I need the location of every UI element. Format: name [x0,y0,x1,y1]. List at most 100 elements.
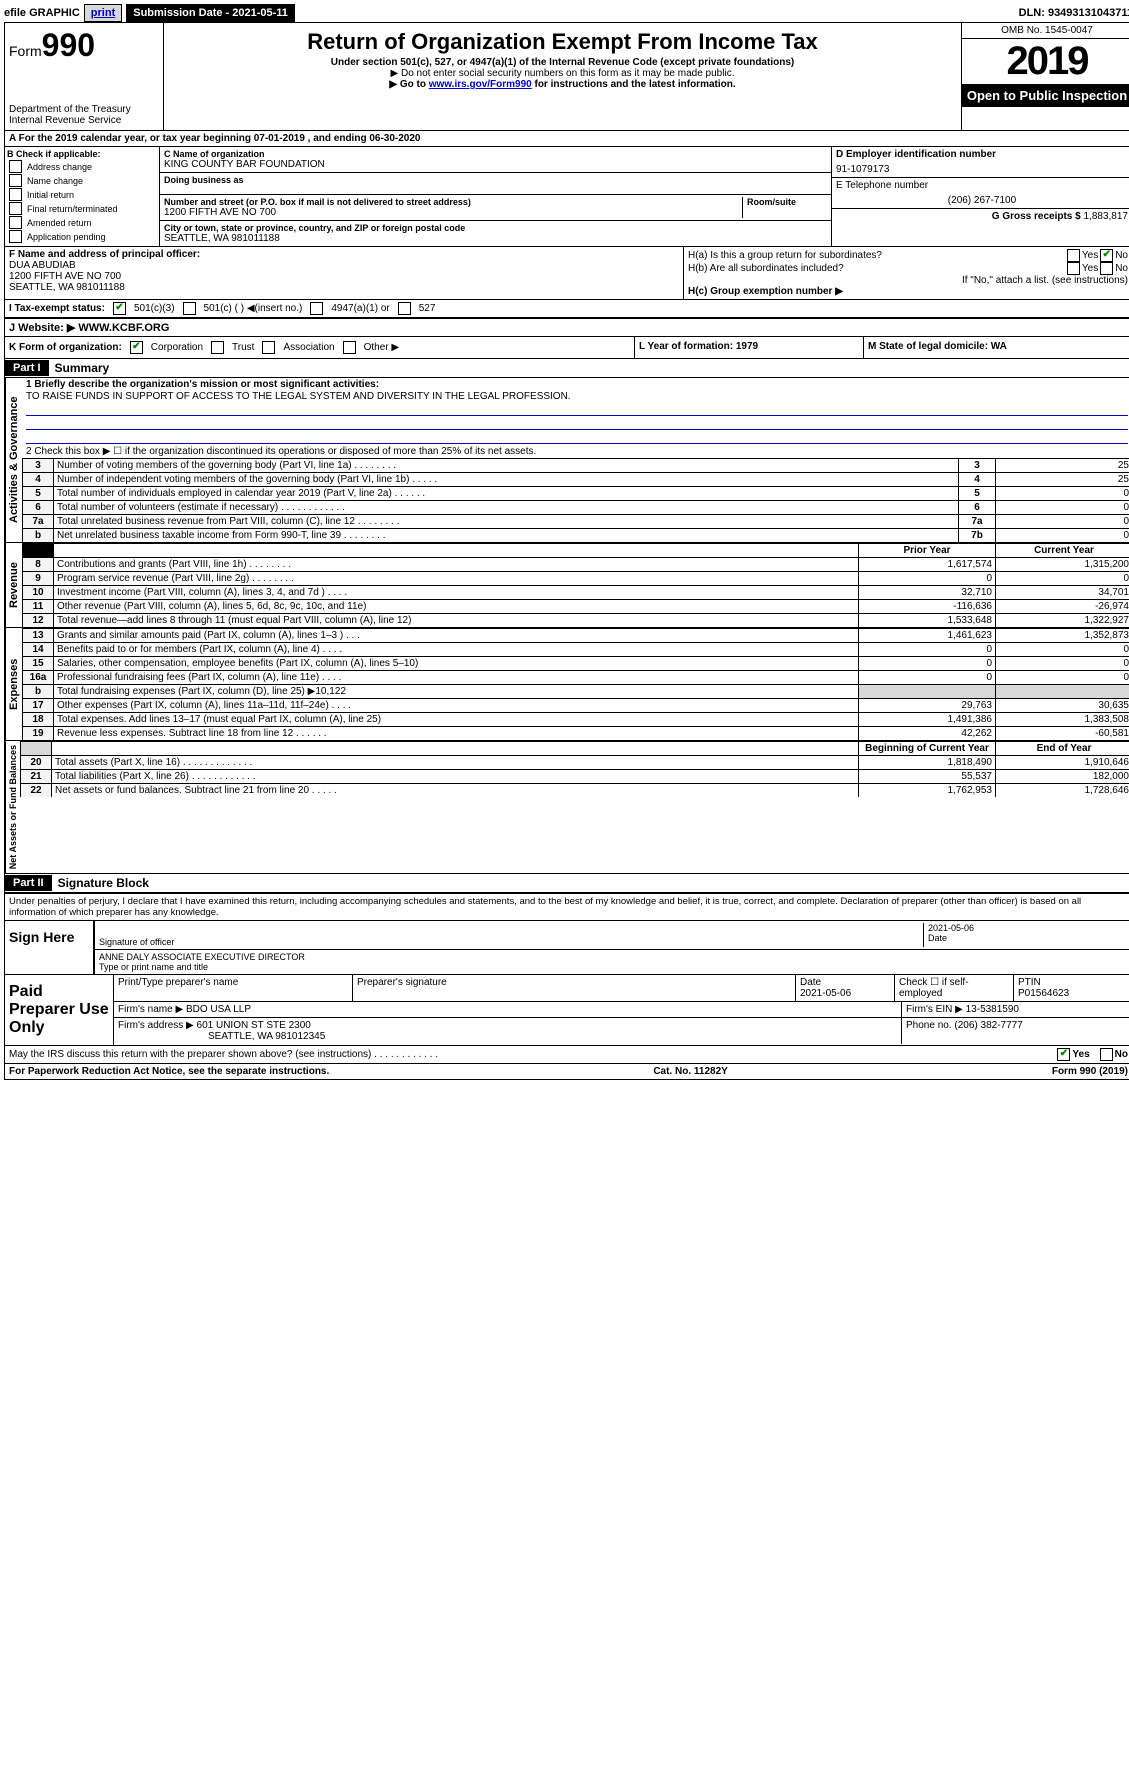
dept-treasury: Department of the Treasury [9,104,159,115]
form-label: Form990 [9,27,159,64]
officer-name: DUA ABUDIAB [9,260,679,271]
year-formation: L Year of formation: 1979 [634,337,863,358]
corp-check[interactable]: ✔ [130,341,143,354]
dba-label: Doing business as [164,175,827,185]
4947-check[interactable] [310,302,323,315]
sidetab-expenses: Expenses [5,628,22,740]
hb-no[interactable] [1100,262,1113,275]
corp-label: Corporation [151,342,203,353]
website-url[interactable]: WWW.KCBF.ORG [78,322,169,334]
f-label: F Name and address of principal officer: [9,249,679,260]
hb-label: H(b) Are all subordinates included? [688,263,1065,274]
irs-label: Internal Revenue Service [9,115,159,126]
form-title: Return of Organization Exempt From Incom… [168,29,957,55]
amended-label: Amended return [27,218,92,228]
part1-header: Part I [5,360,49,376]
amended-check[interactable] [9,216,22,229]
prep-date-label: Date [800,977,890,988]
app-pending-check[interactable] [9,230,22,243]
firm-ein: 13-5381590 [966,1004,1019,1015]
omb-number: OMB No. 1545-0047 [962,23,1129,39]
paperwork-notice: For Paperwork Reduction Act Notice, see … [9,1066,329,1077]
other-check[interactable] [343,341,356,354]
discuss-no[interactable] [1100,1048,1113,1061]
sidetab-netassets: Net Assets or Fund Balances [5,741,20,873]
e-label: E Telephone number [836,180,1128,191]
initial-label: Initial return [27,190,74,200]
firm-addr2: SEATTLE, WA 981012345 [118,1031,897,1042]
addr-change-label: Address change [27,162,92,172]
mission-line [26,431,1128,444]
efile-label: efile GRAPHIC [4,7,80,19]
discuss-label: May the IRS discuss this return with the… [9,1049,1055,1060]
mission-text: TO RAISE FUNDS IN SUPPORT OF ACCESS TO T… [22,391,1129,402]
form990-link[interactable]: www.irs.gov/Form990 [429,79,532,90]
final-check[interactable] [9,202,22,215]
hc-label: H(c) Group exemption number ▶ [688,286,1128,297]
open-public: Open to Public Inspection [962,84,1129,107]
other-label: Other ▶ [364,342,399,353]
line2-label: 2 Check this box ▶ ☐ if the organization… [22,445,1129,458]
527-check[interactable] [398,302,411,315]
check-b-label: B Check if applicable: [7,149,157,159]
mission-line [26,403,1128,416]
ha-no-label: No [1115,250,1128,261]
k-label: K Form of organization: [9,342,122,353]
org-name: KING COUNTY BAR FOUNDATION [164,159,827,170]
room-label: Room/suite [747,197,827,207]
officer-addr2: SEATTLE, WA 981011188 [9,282,679,293]
name-change-check[interactable] [9,174,22,187]
firm-addr-label: Firm's address ▶ [118,1020,194,1031]
hb-yes[interactable] [1067,262,1080,275]
ha-yes-label: Yes [1082,250,1098,261]
print-button[interactable]: print [84,4,122,22]
cat-no: Cat. No. 11282Y [653,1066,727,1077]
form-footer: Form 990 (2019) [1052,1066,1128,1077]
discuss-yes-label: Yes [1072,1049,1089,1060]
hb-no-label: No [1115,263,1128,274]
assoc-check[interactable] [262,341,275,354]
expenses-table: 13Grants and similar amounts paid (Part … [22,628,1129,740]
ptin-label: PTIN [1018,977,1128,988]
ptin: P01564623 [1018,988,1128,999]
paid-preparer-label: Paid Preparer Use Only [5,975,114,1045]
4947-label: 4947(a)(1) or [331,303,389,314]
subtitle-2: ▶ Do not enter social security numbers o… [168,68,957,79]
mission-line [26,417,1128,430]
discuss-no-label: No [1115,1049,1128,1060]
prep-name-label: Print/Type preparer's name [114,975,353,1001]
hb2-label: If "No," attach a list. (see instruction… [688,275,1128,286]
officer-name-label: Type or print name and title [99,962,1128,972]
state-domicile: M State of legal domicile: WA [863,337,1129,358]
telephone: (206) 267-7100 [836,195,1128,206]
prep-date: 2021-05-06 [800,988,890,999]
self-emp-label: Check ☐ if self-employed [895,975,1014,1001]
discuss-yes[interactable]: ✔ [1057,1048,1070,1061]
sign-here-label: Sign Here [5,921,95,974]
submission-date: Submission Date - 2021-05-11 [126,4,295,22]
goto-line: ▶ Go to www.irs.gov/Form990 for instruct… [168,79,957,90]
501c-check[interactable] [183,302,196,315]
governance-table: 3Number of voting members of the governi… [22,458,1129,542]
officer-typed-name: ANNE DALY ASSOCIATE EXECUTIVE DIRECTOR [99,952,1128,962]
tax-year: 2019 [962,39,1129,84]
trust-label: Trust [232,342,254,353]
501c3-check[interactable]: ✔ [113,302,126,315]
tax-period: A For the 2019 calendar year, or tax yea… [5,131,1129,147]
addr-change-check[interactable] [9,160,22,173]
part2-header: Part II [5,875,52,891]
final-label: Final return/terminated [27,204,118,214]
initial-check[interactable] [9,188,22,201]
netassets-table: Beginning of Current YearEnd of Year20To… [20,741,1129,797]
ein: 91-1079173 [836,164,1128,175]
street-addr: 1200 FIFTH AVE NO 700 [164,207,742,218]
c-label: C Name of organization [164,149,827,159]
subtitle-1: Under section 501(c), 527, or 4947(a)(1)… [168,57,957,68]
ha-yes[interactable] [1067,249,1080,262]
firm-name: BDO USA LLP [186,1004,251,1015]
dln: DLN: 93493131043711 [1019,7,1129,19]
trust-check[interactable] [211,341,224,354]
line1-label: 1 Briefly describe the organization's mi… [22,378,1129,391]
sidetab-governance: Activities & Governance [5,378,22,542]
ha-no[interactable]: ✔ [1100,249,1113,262]
